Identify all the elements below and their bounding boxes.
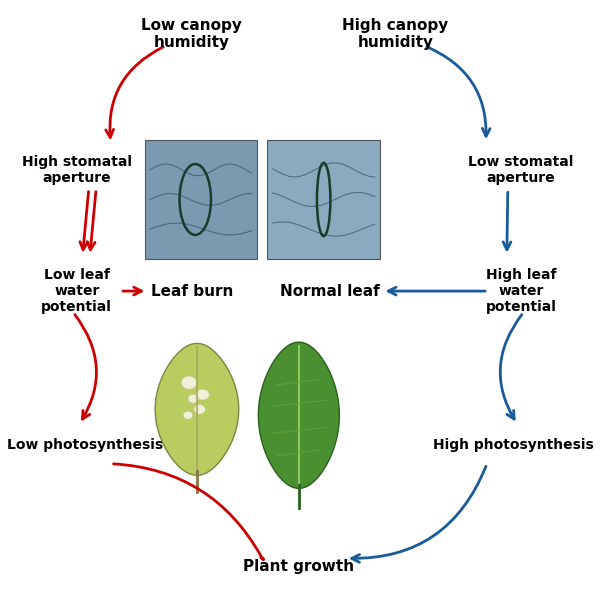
Text: Low photosynthesis: Low photosynthesis <box>7 438 163 452</box>
Text: Low canopy
humidity: Low canopy humidity <box>141 18 242 50</box>
Text: High canopy
humidity: High canopy humidity <box>343 18 449 50</box>
FancyArrowPatch shape <box>113 464 261 556</box>
FancyArrowPatch shape <box>80 192 89 249</box>
Text: High stomatal
aperture: High stomatal aperture <box>22 155 132 185</box>
Bar <box>145 140 257 258</box>
Text: High photosynthesis: High photosynthesis <box>433 438 593 452</box>
Text: Low leaf
water
potential: Low leaf water potential <box>41 268 112 314</box>
Bar <box>268 140 380 258</box>
Ellipse shape <box>184 412 193 419</box>
FancyArrowPatch shape <box>75 315 97 419</box>
Text: Leaf burn: Leaf burn <box>151 283 233 299</box>
FancyArrowPatch shape <box>427 47 490 136</box>
Text: Low stomatal
aperture: Low stomatal aperture <box>468 155 574 185</box>
FancyArrowPatch shape <box>500 315 522 419</box>
PathPatch shape <box>259 342 340 488</box>
FancyArrowPatch shape <box>106 47 163 137</box>
Text: Normal leaf: Normal leaf <box>280 283 380 299</box>
Text: High leaf
water
potential: High leaf water potential <box>485 268 556 314</box>
FancyArrowPatch shape <box>503 192 511 249</box>
FancyArrowPatch shape <box>352 466 486 563</box>
FancyArrowPatch shape <box>123 287 142 295</box>
PathPatch shape <box>155 343 239 475</box>
FancyArrowPatch shape <box>87 192 96 249</box>
Ellipse shape <box>194 405 205 414</box>
Text: Plant growth: Plant growth <box>243 558 355 573</box>
Ellipse shape <box>181 376 197 389</box>
FancyArrowPatch shape <box>388 287 485 295</box>
Ellipse shape <box>196 389 209 400</box>
Ellipse shape <box>188 394 199 403</box>
